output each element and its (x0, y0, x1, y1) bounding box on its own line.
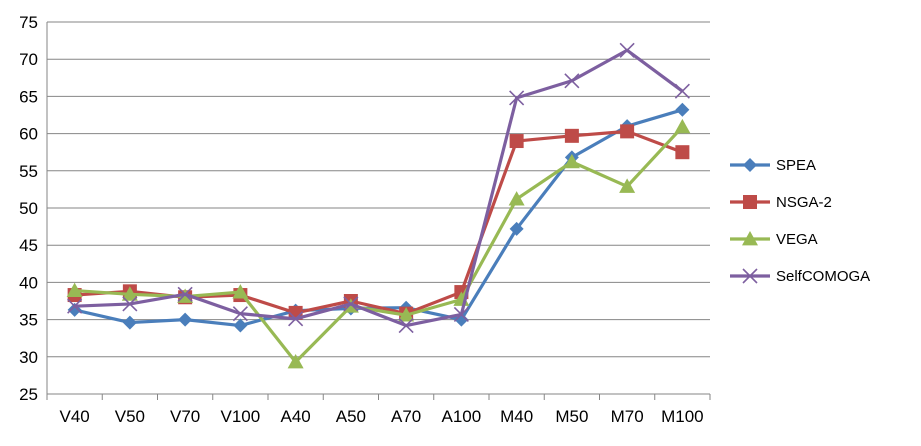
data-point-selfcomoga (619, 42, 635, 58)
y-tick-label: 40 (19, 273, 38, 292)
y-tick-label: 75 (19, 13, 38, 32)
y-tick-label: 55 (19, 162, 38, 181)
legend-marker (742, 231, 758, 246)
x-marker-stroke (122, 296, 138, 312)
x-marker-stroke (742, 268, 758, 284)
series-selfcomoga (67, 42, 690, 334)
y-tick-label: 70 (19, 50, 38, 69)
x-marker-stroke (343, 296, 359, 312)
legend-label: VEGA (776, 231, 818, 248)
x-tick-label: A40 (281, 407, 311, 426)
data-point-vega (287, 354, 304, 369)
y-tick-label: 30 (19, 348, 38, 367)
data-point-selfcomoga (343, 296, 359, 312)
gridlines (47, 21, 710, 395)
x-tick-label: A50 (336, 407, 366, 426)
data-point-vega (674, 118, 691, 134)
x-tick-label: M70 (611, 407, 644, 426)
x-tick-label: V70 (170, 407, 200, 426)
legend-item-selfcomoga: SelfCOMOGA (730, 268, 870, 285)
data-point-spea (509, 221, 524, 236)
x-marker-stroke (619, 42, 635, 58)
x-axis: V40 V50 V70 V100 A40 A50 A70 A100 M40 M50 M70 M100 (46, 393, 711, 426)
y-tick-label: 50 (19, 199, 38, 218)
data-point-vega (563, 153, 580, 169)
data-point-selfcomoga (564, 73, 580, 89)
legend-item-spea: SPEA (730, 157, 816, 174)
legend-item-vega: VEGA (730, 231, 818, 248)
data-point-vega (398, 307, 415, 322)
series-line-selfcomoga (74, 48, 684, 328)
data-point-selfcomoga (288, 311, 304, 327)
legend-item-nsga-2: NSGA-2 (730, 194, 832, 211)
series-group (66, 42, 691, 369)
x-marker-stroke (564, 73, 580, 89)
x-marker-stroke (453, 306, 469, 322)
legend: SPEA NSGA-2 VEGA SelfCOMOGA (730, 157, 870, 285)
y-tick-label: 65 (19, 87, 38, 106)
legend-label: SelfCOMOGA (776, 268, 870, 285)
x-tick-label: V50 (115, 407, 145, 426)
x-tick-label: A100 (442, 407, 482, 426)
x-marker-stroke (674, 83, 690, 99)
x-tick-label: V100 (221, 407, 261, 426)
x-tick-label: A70 (391, 407, 421, 426)
legend-label: SPEA (776, 157, 816, 174)
legend-label: NSGA-2 (776, 194, 832, 211)
data-point-vega (121, 286, 138, 301)
x-tick-label: M40 (500, 407, 533, 426)
legend-marker (743, 158, 757, 172)
data-point-nsga-2 (564, 128, 579, 143)
data-point-vega (66, 282, 83, 297)
data-point-selfcomoga (674, 83, 690, 99)
x-tick-label: V40 (60, 407, 90, 426)
data-point-spea (178, 312, 193, 327)
y-tick-label: 45 (19, 236, 38, 255)
data-point-spea (675, 102, 690, 117)
data-point-selfcomoga (232, 306, 248, 322)
y-tick-label: 25 (19, 385, 38, 404)
x-marker-stroke (67, 298, 83, 314)
x-tick-label: M50 (555, 407, 588, 426)
data-point-selfcomoga (398, 317, 414, 334)
y-tick-label: 35 (19, 311, 38, 330)
series-line-nsga-2 (74, 129, 683, 316)
series-line-vega (74, 125, 684, 364)
y-tick-label: 60 (19, 125, 38, 144)
data-point-selfcomoga (122, 296, 138, 312)
data-point-selfcomoga (67, 298, 83, 314)
data-point-vega (232, 284, 249, 299)
series-vega (66, 118, 691, 369)
data-point-spea (122, 315, 137, 330)
data-point-spea (233, 318, 248, 333)
x-tick-label: M100 (661, 407, 704, 426)
data-point-vega (619, 178, 636, 193)
x-marker-stroke (398, 317, 414, 334)
series-nsga-2 (67, 124, 690, 321)
data-point-nsga-2 (675, 145, 690, 160)
data-point-vega (508, 191, 525, 206)
x-marker-stroke (232, 306, 248, 322)
series-line-spea (74, 108, 683, 328)
data-point-selfcomoga (509, 90, 525, 106)
y-axis: 25 30 35 40 45 50 55 60 65 70 75 (19, 13, 48, 404)
data-point-nsga-2 (509, 134, 524, 149)
x-marker-stroke (177, 286, 193, 302)
data-point-selfcomoga (177, 286, 193, 302)
data-point-selfcomoga (453, 306, 469, 322)
data-point-nsga-2 (620, 124, 635, 139)
legend-marker (743, 195, 757, 209)
x-marker-stroke (509, 90, 525, 106)
x-marker-stroke (288, 311, 304, 327)
legend-marker (742, 268, 758, 284)
